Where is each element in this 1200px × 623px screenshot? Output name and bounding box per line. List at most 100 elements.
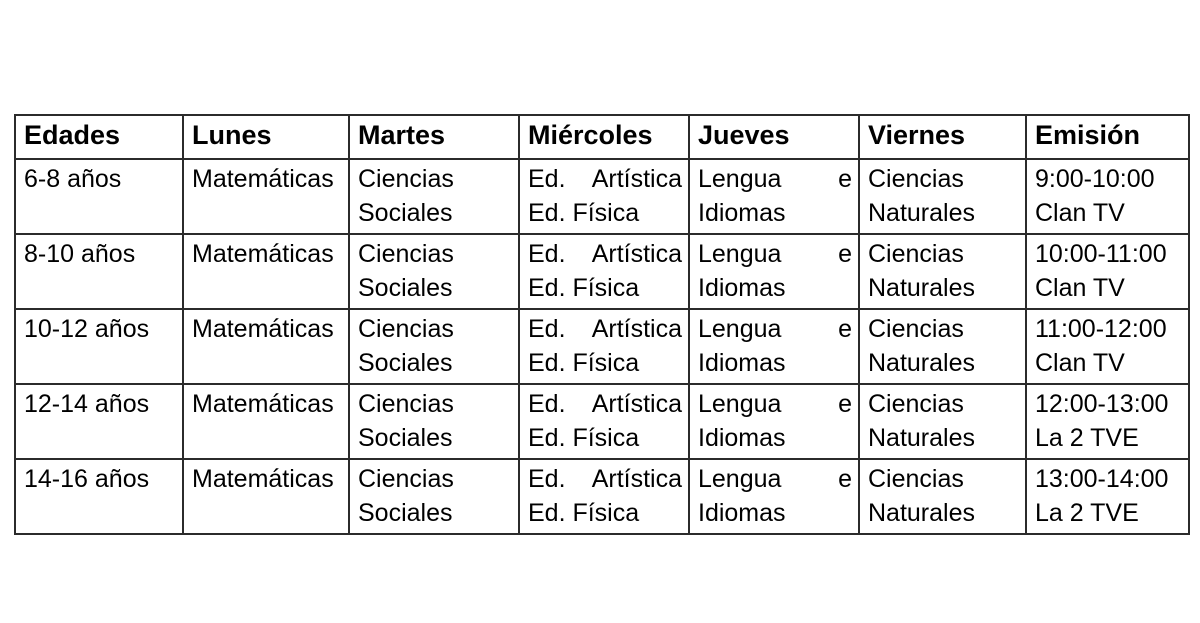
cell-line: Ciencias (358, 165, 454, 193)
cell-miercoles: Ed. Artística Ed. Física (518, 458, 690, 535)
emision-channel: La 2 TVE (1035, 498, 1139, 527)
table-row: 10-12 años Matemáticas Ciencias Sociales… (14, 308, 1190, 385)
cell-line: Naturales (868, 198, 975, 227)
cell-jueves: Lengua e Idiomas (688, 233, 860, 310)
cell-viernes: Ciencias Naturales (858, 383, 1027, 460)
table-row: 6-8 años Matemáticas Ciencias Sociales E… (14, 158, 1190, 235)
cell-viernes: Ciencias Naturales (858, 233, 1027, 310)
cell-line: Idiomas (698, 423, 786, 452)
cell-martes: Ciencias Sociales (348, 308, 520, 385)
cell-line: Sociales (358, 498, 453, 527)
cell-line: Ed. Física (528, 198, 640, 227)
cell-jueves: Lengua e Idiomas (688, 383, 860, 460)
cell-line: Naturales (868, 348, 975, 377)
cell-edades: 14-16 años (14, 458, 184, 535)
table-body: 6-8 años Matemáticas Ciencias Sociales E… (14, 158, 1190, 535)
cell-line: Ed. Física (528, 273, 640, 302)
column-header-martes: Martes (348, 114, 520, 160)
cell-line: Ed. Artística (528, 390, 682, 418)
emision-channel: Clan TV (1035, 198, 1125, 227)
cell-line: Ciencias (868, 465, 964, 493)
cell-line: Naturales (868, 498, 975, 527)
emision-time: 13:00-14:00 (1035, 465, 1169, 493)
emision-channel: Clan TV (1035, 273, 1125, 302)
emision-channel: La 2 TVE (1035, 423, 1139, 452)
cell-viernes: Ciencias Naturales (858, 308, 1027, 385)
emision-time: 10:00-11:00 (1035, 240, 1167, 268)
cell-emision: 9:00-10:00 Clan TV (1025, 158, 1190, 235)
column-header-lunes: Lunes (182, 114, 350, 160)
cell-emision: 11:00-12:00 Clan TV (1025, 308, 1190, 385)
cell-jueves: Lengua e Idiomas (688, 308, 860, 385)
schedule-table-container: Edades Lunes Martes Miércoles Jueves Vie… (14, 114, 1190, 535)
cell-line: Ed. Física (528, 348, 640, 377)
cell-lunes: Matemáticas (182, 308, 350, 385)
cell-edades: 10-12 años (14, 308, 184, 385)
cell-miercoles: Ed. Artística Ed. Física (518, 308, 690, 385)
cell-viernes: Ciencias Naturales (858, 158, 1027, 235)
cell-line: Lengua e (698, 240, 852, 268)
cell-martes: Ciencias Sociales (348, 383, 520, 460)
cell-martes: Ciencias Sociales (348, 458, 520, 535)
cell-jueves: Lengua e Idiomas (688, 458, 860, 535)
cell-line: Lengua e (698, 465, 852, 493)
column-header-emision: Emisión (1025, 114, 1190, 160)
cell-line: Ciencias (868, 315, 964, 343)
cell-jueves: Lengua e Idiomas (688, 158, 860, 235)
cell-lunes: Matemáticas (182, 233, 350, 310)
cell-emision: 12:00-13:00 La 2 TVE (1025, 383, 1190, 460)
cell-line: Ciencias (358, 240, 454, 268)
cell-line: Idiomas (698, 273, 786, 302)
emision-time: 12:00-13:00 (1035, 390, 1169, 418)
cell-line: Ed. Artística (528, 465, 682, 493)
cell-line: Ed. Artística (528, 165, 682, 193)
cell-lunes: Matemáticas (182, 158, 350, 235)
cell-line: Idiomas (698, 498, 786, 527)
emision-channel: Clan TV (1035, 348, 1125, 377)
cell-miercoles: Ed. Artística Ed. Física (518, 158, 690, 235)
cell-line: Lengua e (698, 165, 852, 193)
cell-miercoles: Ed. Artística Ed. Física (518, 233, 690, 310)
cell-line: Ed. Artística (528, 240, 682, 268)
cell-line: Ed. Física (528, 423, 640, 452)
cell-line: Lengua e (698, 390, 852, 418)
cell-line: Ciencias (868, 390, 964, 418)
cell-line: Sociales (358, 348, 453, 377)
table-header: Edades Lunes Martes Miércoles Jueves Vie… (14, 114, 1190, 160)
cell-miercoles: Ed. Artística Ed. Física (518, 383, 690, 460)
cell-line: Ciencias (358, 390, 454, 418)
cell-line: Idiomas (698, 348, 786, 377)
cell-line: Ciencias (358, 315, 454, 343)
cell-martes: Ciencias Sociales (348, 158, 520, 235)
cell-line: Sociales (358, 198, 453, 227)
column-header-jueves: Jueves (688, 114, 860, 160)
cell-line: Naturales (868, 273, 975, 302)
column-header-viernes: Viernes (858, 114, 1027, 160)
cell-line: Sociales (358, 423, 453, 452)
cell-line: Ciencias (358, 465, 454, 493)
table-row: 12-14 años Matemáticas Ciencias Sociales… (14, 383, 1190, 460)
cell-lunes: Matemáticas (182, 383, 350, 460)
schedule-table: Edades Lunes Martes Miércoles Jueves Vie… (14, 114, 1190, 535)
cell-edades: 12-14 años (14, 383, 184, 460)
cell-line: Naturales (868, 423, 975, 452)
emision-time: 9:00-10:00 (1035, 165, 1155, 193)
cell-emision: 10:00-11:00 Clan TV (1025, 233, 1190, 310)
cell-viernes: Ciencias Naturales (858, 458, 1027, 535)
cell-edades: 8-10 años (14, 233, 184, 310)
cell-emision: 13:00-14:00 La 2 TVE (1025, 458, 1190, 535)
emision-time: 11:00-12:00 (1035, 315, 1167, 343)
cell-edades: 6-8 años (14, 158, 184, 235)
cell-line: Ciencias (868, 240, 964, 268)
column-header-miercoles: Miércoles (518, 114, 690, 160)
cell-line: Ciencias (868, 165, 964, 193)
cell-line: Ed. Física (528, 498, 640, 527)
cell-line: Lengua e (698, 315, 852, 343)
cell-line: Sociales (358, 273, 453, 302)
header-row: Edades Lunes Martes Miércoles Jueves Vie… (14, 114, 1190, 160)
cell-martes: Ciencias Sociales (348, 233, 520, 310)
cell-lunes: Matemáticas (182, 458, 350, 535)
table-row: 14-16 años Matemáticas Ciencias Sociales… (14, 458, 1190, 535)
cell-line: Ed. Artística (528, 315, 682, 343)
column-header-edades: Edades (14, 114, 184, 160)
